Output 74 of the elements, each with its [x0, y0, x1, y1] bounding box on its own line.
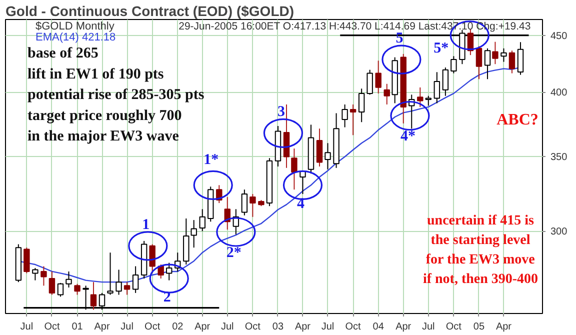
- candlestick: [250, 194, 256, 218]
- x-tick-label: Jul: [422, 322, 435, 332]
- candlestick: [90, 282, 97, 310]
- candlestick: [484, 48, 491, 80]
- candlestick: [384, 83, 390, 105]
- y-tick-label: 400: [550, 88, 568, 99]
- annotation: uncertain if 415 is the starting level for the EW3 move if not, then 390-400: [422, 214, 538, 287]
- annotation: 3: [277, 104, 285, 120]
- x-tick-label: Oct: [244, 322, 261, 332]
- x-tick-label: Jul: [120, 322, 134, 332]
- candlestick: [500, 48, 507, 62]
- y-tick-label: 300: [550, 226, 568, 238]
- x-tick-label: 03: [272, 322, 284, 332]
- x-tick-label: Apr: [94, 322, 110, 332]
- x-tick-label: Apr: [496, 322, 512, 332]
- candlestick: [24, 247, 30, 274]
- candlestick: [434, 72, 440, 104]
- text: EMA(14) 421.18: [36, 32, 116, 44]
- candlestick: [366, 69, 373, 96]
- x-tick-label: Jul: [321, 322, 334, 332]
- candlestick: [74, 283, 80, 296]
- candlestick: [291, 148, 298, 190]
- annotation: 5*: [434, 40, 449, 56]
- x-tick-label: Jul: [221, 322, 234, 332]
- x-tick-label: Oct: [446, 322, 462, 332]
- candlestick: [358, 88, 365, 123]
- candlestick: [316, 128, 323, 167]
- candlestick: [57, 282, 64, 298]
- y-tick-label: 450: [550, 30, 568, 42]
- candlestick: [375, 60, 382, 94]
- candlestick: [124, 282, 130, 296]
- candlestick: [442, 67, 449, 96]
- x-tick-label: Oct: [144, 322, 160, 332]
- annotation: 2*: [226, 245, 242, 261]
- candlestick: [40, 266, 47, 286]
- x-tick-label: 04: [372, 322, 384, 332]
- candlestick: [450, 56, 457, 74]
- x-tick-label: Apr: [396, 322, 412, 332]
- candlestick: [132, 266, 139, 294]
- chart-title: Gold - Continuous Contract (EOD) ($GOLD): [6, 3, 294, 19]
- candlestick: [190, 220, 197, 248]
- candlestick: [342, 104, 348, 128]
- candlestick: [158, 264, 164, 280]
- annotation: 4*: [400, 128, 416, 145]
- x-tick-label: Oct: [44, 322, 60, 332]
- x-tick-label: 02: [172, 322, 184, 332]
- candlestick: [492, 41, 498, 65]
- candlestick: [517, 42, 524, 76]
- candlestick: [199, 208, 206, 232]
- candlestick: [476, 46, 482, 80]
- candlestick: [32, 267, 38, 281]
- chart-subtitle: $GOLD Monthly: [36, 20, 115, 32]
- candlestick: [66, 270, 72, 288]
- candlestick: [241, 189, 248, 216]
- candlestick: [166, 262, 172, 281]
- x-tick-label: Oct: [345, 322, 362, 332]
- x-tick-label: 05: [473, 322, 485, 332]
- annotation: 1: [142, 216, 150, 233]
- candlestick: [417, 86, 424, 108]
- x-tick-label: 01: [72, 322, 84, 332]
- candlestick: [350, 104, 356, 136]
- candlestick: [508, 50, 516, 74]
- candlestick: [48, 270, 56, 296]
- candlestick: [324, 142, 331, 170]
- candlestick: [116, 269, 122, 296]
- candlestick: [425, 95, 432, 106]
- x-tick-label: Jul: [20, 322, 34, 332]
- x-tick-label: Apr: [194, 322, 211, 332]
- candlestick: [107, 252, 114, 296]
- y-tick-label: 350: [550, 152, 568, 164]
- annotation: base of 265 lift in EW1 of 190 pts potential rise of 285-305 pts target price roughly 700 in the major EW3 wave: [28, 46, 204, 145]
- annotation: ABC?: [496, 112, 538, 128]
- x-tick-label: Apr: [294, 322, 312, 332]
- annotation: 1*: [204, 152, 219, 168]
